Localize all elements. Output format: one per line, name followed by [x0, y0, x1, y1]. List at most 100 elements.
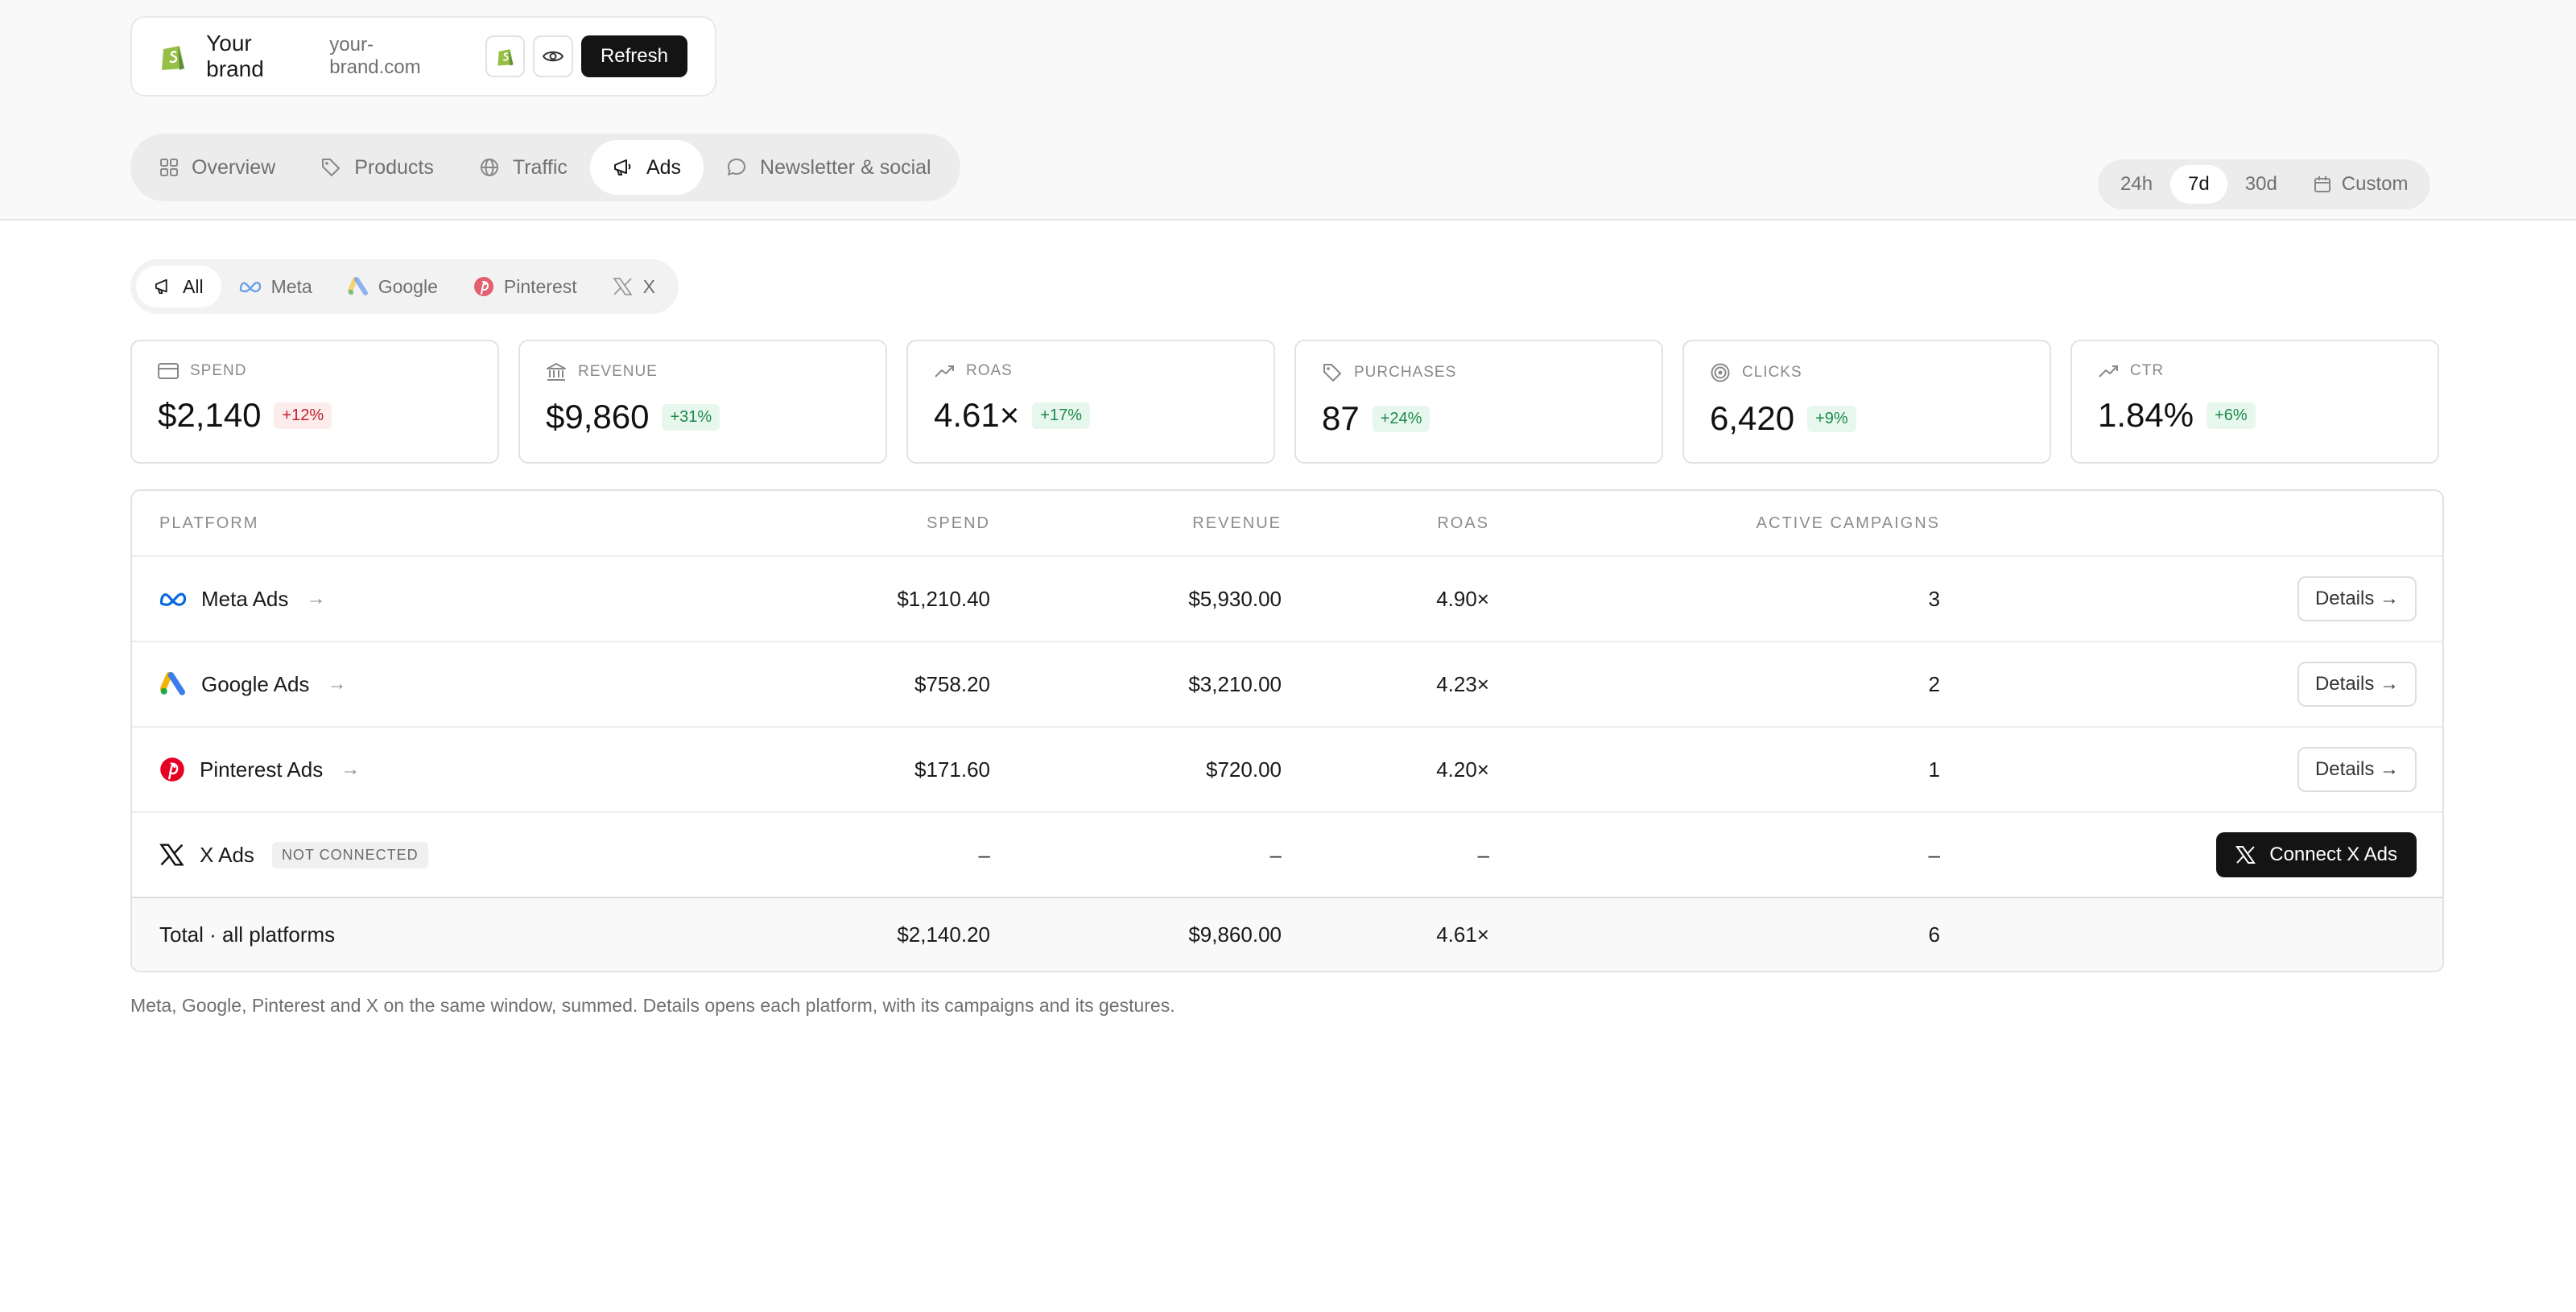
- header-roas: ROAS: [1437, 514, 1489, 532]
- header-revenue: REVENUE: [1192, 514, 1282, 532]
- meta-logo-icon: [239, 282, 261, 293]
- filter-all[interactable]: All: [136, 266, 221, 307]
- range-custom-label: Custom: [2341, 173, 2409, 195]
- meta-logo-icon: [159, 592, 187, 606]
- platform-cell: X Ads NOT CONNECTED: [159, 841, 428, 868]
- spend-cell: $171.60: [914, 757, 990, 782]
- main-nav: Overview Products Traffic Ads Newsletter…: [130, 134, 960, 201]
- filter-pinterest[interactable]: Pinterest: [456, 266, 595, 307]
- table-row: X Ads NOT CONNECTED – – – – Connect X Ad…: [132, 813, 2442, 898]
- google-ads-logo-icon: [347, 277, 368, 295]
- range-7d[interactable]: 7d: [2170, 165, 2227, 204]
- total-campaigns: 6: [1928, 922, 1940, 947]
- table-header-row: PLATFORM SPEND REVENUE ROAS ACTIVE CAMPA…: [132, 491, 2442, 557]
- date-range-selector: 24h 7d 30d Custom: [2098, 159, 2431, 209]
- tab-products[interactable]: Products: [298, 140, 456, 195]
- filter-google[interactable]: Google: [330, 266, 456, 307]
- spend-cell: –: [978, 842, 990, 867]
- stat-label: ROAS: [966, 362, 1013, 379]
- tag-icon: [322, 159, 341, 176]
- platform-name: Pinterest Ads: [200, 757, 324, 782]
- change-badge: +6%: [2207, 402, 2256, 429]
- revenue-cell: $3,210.00: [1188, 671, 1282, 696]
- x-logo-icon: [612, 278, 633, 295]
- range-30d[interactable]: 30d: [2244, 173, 2277, 195]
- range-24h[interactable]: 24h: [2120, 173, 2153, 195]
- megaphone-icon: [155, 278, 167, 295]
- table-row: Google Ads → $758.20 $3,210.00 4.23× 2 D…: [132, 642, 2442, 728]
- roas-cell: 4.90×: [1436, 586, 1489, 611]
- megaphone-icon: [613, 159, 631, 175]
- pinterest-logo-icon: [160, 757, 184, 782]
- change-badge: +9%: [1807, 405, 1856, 432]
- filter-label: X: [642, 275, 655, 297]
- details-button[interactable]: Details →: [2297, 662, 2417, 707]
- filter-x[interactable]: X: [595, 266, 673, 307]
- campaigns-cell: –: [1928, 842, 1940, 867]
- total-revenue: $9,860.00: [1188, 922, 1282, 947]
- stat-card-spend: SPEND $2,140 +12%: [130, 340, 499, 464]
- stat-label: PURCHASES: [1354, 364, 1457, 381]
- tab-label: Products: [354, 155, 434, 179]
- x-logo-icon: [159, 844, 184, 866]
- target-icon: [1711, 363, 1730, 382]
- platform-cell[interactable]: Pinterest Ads →: [159, 757, 360, 782]
- filter-label: Google: [378, 275, 438, 297]
- trending-up-icon: [935, 365, 954, 378]
- globe-icon: [480, 159, 498, 176]
- calendar-icon: [2314, 176, 2330, 192]
- stat-card-revenue: REVENUE $9,860 +31%: [518, 340, 887, 464]
- connect-label: Connect X Ads: [2269, 844, 2397, 865]
- stat-value: 87: [1322, 399, 1360, 437]
- chat-bubble-icon: [728, 159, 746, 175]
- connect-x-ads-button[interactable]: Connect X Ads: [2216, 832, 2417, 877]
- details-button[interactable]: Details →: [2297, 747, 2417, 792]
- roas-cell: –: [1477, 842, 1489, 867]
- tab-newsletter-social[interactable]: Newsletter & social: [704, 140, 954, 195]
- tab-traffic[interactable]: Traffic: [456, 140, 590, 195]
- preview-button[interactable]: [533, 35, 573, 77]
- revenue-cell: –: [1269, 842, 1282, 867]
- total-roas: 4.61×: [1436, 922, 1489, 947]
- tab-label: Ads: [646, 155, 682, 179]
- header-platform: PLATFORM: [159, 514, 259, 532]
- arrow-right-icon[interactable]: →: [306, 588, 326, 609]
- stat-label: REVENUE: [578, 363, 658, 380]
- pinterest-logo-icon: [473, 277, 493, 296]
- stat-card-purchases: PURCHASES 87 +24%: [1294, 340, 1663, 464]
- arrow-right-icon[interactable]: →: [327, 673, 347, 695]
- stat-value: 1.84%: [2098, 396, 2194, 434]
- spend-cell: $758.20: [914, 671, 990, 696]
- refresh-button[interactable]: Refresh: [580, 35, 687, 77]
- stat-value: $2,140: [158, 396, 262, 434]
- brand-url[interactable]: your-brand.com: [329, 34, 421, 78]
- tab-label: Overview: [192, 155, 276, 179]
- stat-label: CLICKS: [1742, 364, 1802, 381]
- spend-cell: $1,210.40: [897, 586, 990, 611]
- arrow-right-icon[interactable]: →: [341, 758, 361, 780]
- stat-value: 6,420: [1710, 399, 1795, 437]
- tab-overview[interactable]: Overview: [137, 140, 298, 195]
- platform-name: Meta Ads: [201, 586, 289, 611]
- filter-label: All: [183, 275, 204, 297]
- campaigns-cell: 1: [1928, 757, 1940, 782]
- platform-table: PLATFORM SPEND REVENUE ROAS ACTIVE CAMPA…: [130, 489, 2444, 972]
- filter-label: Meta: [270, 275, 312, 297]
- platform-cell[interactable]: Meta Ads →: [159, 587, 325, 612]
- campaigns-cell: 3: [1928, 586, 1940, 611]
- platform-name: X Ads: [200, 842, 254, 867]
- revenue-cell: $5,930.00: [1188, 586, 1282, 611]
- shopify-button[interactable]: [485, 35, 526, 77]
- platform-cell[interactable]: Google Ads →: [159, 672, 346, 697]
- range-custom[interactable]: Custom: [2295, 165, 2426, 204]
- stat-label: CTR: [2130, 362, 2165, 379]
- total-spend: $2,140.20: [897, 922, 990, 947]
- tab-ads[interactable]: Ads: [589, 140, 704, 195]
- platform-name: Google Ads: [201, 671, 310, 696]
- details-button[interactable]: Details →: [2297, 576, 2417, 621]
- bank-icon: [547, 363, 566, 381]
- brand-card: Your brand your-brand.com Refresh: [130, 16, 716, 97]
- filter-meta[interactable]: Meta: [221, 266, 330, 307]
- x-logo-icon: [2235, 846, 2256, 864]
- trending-up-icon: [2099, 365, 2118, 378]
